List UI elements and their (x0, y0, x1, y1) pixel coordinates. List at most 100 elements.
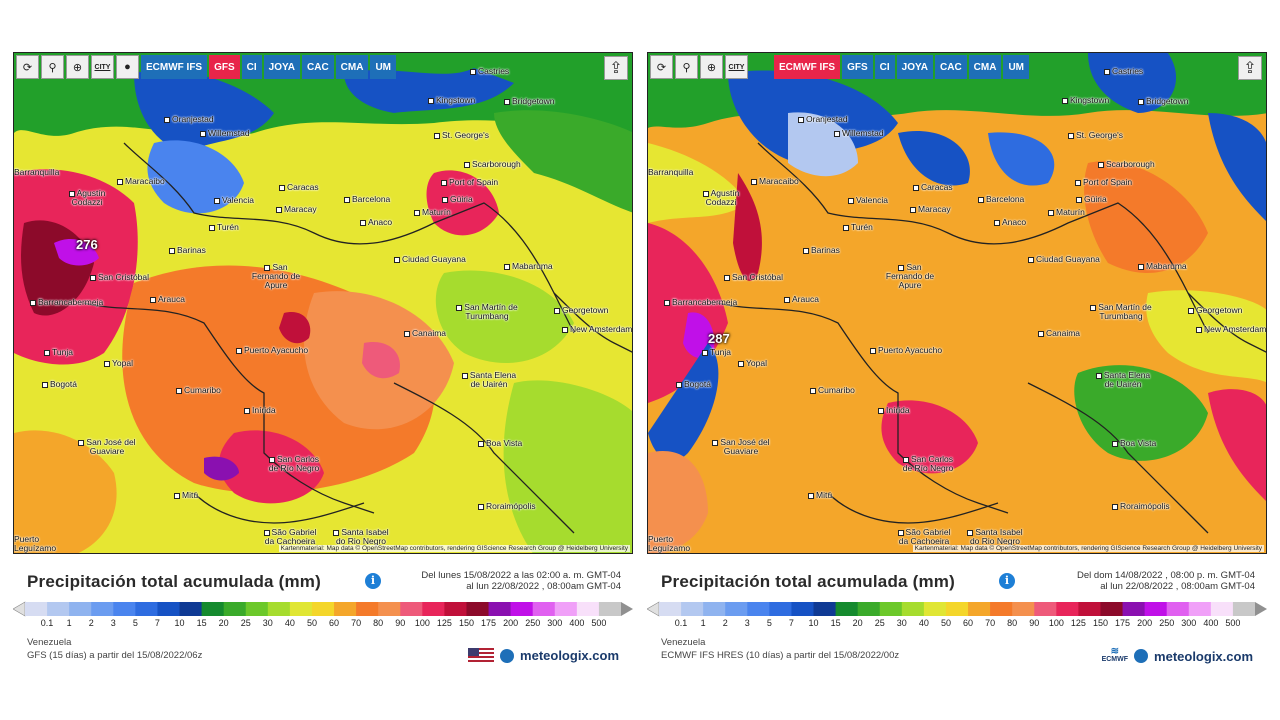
scale-tick-label: 400 (1203, 618, 1219, 628)
scale-swatch (510, 602, 534, 616)
city-label: Valencia (214, 196, 254, 205)
city-label: Güiria (442, 195, 473, 204)
city-label: Puerto Leguízamo (14, 534, 57, 553)
panel-footer: Venezuela ECMWF IFS HRES (10 días) a par… (661, 636, 1261, 666)
model-ci-button[interactable]: CI (241, 55, 262, 79)
scale-tick-label: 5 (766, 618, 772, 628)
scale-swatch (311, 602, 335, 616)
map-attribution: Kartenmaterial: Map data © OpenStreetMap… (912, 545, 1264, 552)
city-label: Barranquilla (648, 167, 694, 177)
precipitation-map-gfs[interactable]: ⟳ ⚲ ⊕ CITY ● ECMWF IFS GFS CI JOYA CAC C… (13, 52, 633, 554)
model-ecmwf-ifs-button[interactable]: ECMWF IFS (774, 55, 841, 79)
scale-tick-label: 250 (1159, 618, 1175, 628)
scale-swatch (945, 602, 969, 616)
color-scale-ticks: 0.1 1 2 3 5 7 10 15 20 25 30 40 50 60 70 80 90 100 125 150 1… (657, 618, 1257, 630)
ecmwf-logo: ≋ ECMWF (1102, 647, 1128, 664)
city-label: San Carlos de Río Negro (900, 455, 956, 473)
scale-arrow-left (647, 601, 660, 617)
city-label: Mabaruma (1138, 262, 1187, 271)
city-label: Kingstown (1062, 96, 1109, 105)
dot-icon[interactable]: ● (116, 55, 139, 79)
city-label: Yopal (104, 359, 133, 368)
color-scale: 0.1 1 2 3 5 7 10 15 20 25 30 40 50 60 70 80 90 100 125 150 1… (13, 600, 633, 630)
model-cac-button[interactable]: CAC (935, 55, 967, 79)
date-range: Del dom 14/08/2022 , 08:00 p. m. GMT-04 … (1077, 570, 1255, 592)
city-label: Maturín (1048, 208, 1085, 217)
scale-swatch (1144, 602, 1168, 616)
city-label: Inírida (244, 406, 276, 415)
scale-swatch (1210, 602, 1234, 616)
city-label: Arauca (150, 295, 185, 304)
scale-swatch (444, 602, 467, 616)
model-ci-button[interactable]: CI (874, 55, 895, 79)
model-um-button[interactable]: UM (370, 55, 397, 79)
location-pin-icon[interactable]: ⚲ (41, 55, 64, 79)
scale-swatch (1034, 602, 1057, 616)
scale-tick-label: 150 (458, 618, 474, 628)
footer-text: Venezuela GFS (15 días) a partir del 15/… (27, 636, 202, 662)
scale-swatch (857, 602, 881, 616)
city-label: Maturín (414, 208, 451, 217)
model-cma-button[interactable]: CMA (335, 55, 369, 79)
scale-swatch (703, 602, 726, 616)
scale-swatch (135, 602, 158, 616)
scale-tick-label: 500 (591, 618, 607, 628)
city-label: Barrancabermeja (664, 298, 737, 307)
city-label: Santa Elena de Uairén (458, 371, 520, 389)
model-gfs-button[interactable]: GFS (842, 55, 873, 79)
city-label: San Fernando de Apure (246, 263, 306, 290)
model-um-button[interactable]: UM (1003, 55, 1030, 79)
region-label: Venezuela (661, 637, 706, 648)
city-toggle-button[interactable]: CITY (725, 55, 748, 79)
scale-swatch (1232, 602, 1256, 616)
city-label: Santa Isabel do Rio Negro (964, 528, 1026, 546)
city-label: Maracaibo (117, 177, 165, 186)
zoom-icon[interactable]: ⊕ (700, 55, 723, 79)
model-gfs-button[interactable]: GFS (209, 55, 240, 79)
model-joya-button[interactable]: JOYA (896, 55, 933, 79)
scale-swatch (356, 602, 379, 616)
city-toggle-button[interactable]: CITY (91, 55, 114, 79)
scale-tick-label: 10 (808, 618, 819, 628)
scale-tick-label: 200 (503, 618, 519, 628)
scale-swatch (223, 602, 247, 616)
location-pin-icon[interactable]: ⚲ (675, 55, 698, 79)
city-label: Boa Vista (1112, 439, 1156, 448)
map-toolbar: ⟳ ⚲ ⊕ CITY ● ECMWF IFS GFS CI JOYA CAC C… (16, 55, 397, 79)
legend-header: Precipitación total acumulada (mm) i Del… (27, 570, 627, 596)
model-cac-button[interactable]: CAC (302, 55, 334, 79)
share-icon[interactable]: ⇪ (604, 56, 628, 80)
model-cma-button[interactable]: CMA (968, 55, 1002, 79)
precipitation-map-ecmwf[interactable]: ⟳ ⚲ ⊕ CITY ECMWF IFS GFS CI JOYA CAC CMA… (647, 52, 1267, 554)
scale-swatch (990, 602, 1013, 616)
model-run-label: GFS (15 días) a partir del 15/08/2022/06… (27, 650, 203, 661)
city-label: São Gabriel da Cachoeira (894, 528, 954, 546)
share-icon[interactable]: ⇪ (1238, 56, 1262, 80)
panel-footer: Venezuela GFS (15 días) a partir del 15/… (27, 636, 627, 666)
scale-swatch (681, 602, 704, 616)
scale-tick-label: 15 (830, 618, 841, 628)
model-ecmwf-ifs-button[interactable]: ECMWF IFS (141, 55, 208, 79)
refresh-icon[interactable]: ⟳ (16, 55, 39, 79)
city-label: Bridgetown (1138, 97, 1189, 106)
city-label: Port of Spain (1075, 178, 1132, 187)
info-icon[interactable]: i (365, 573, 381, 589)
scale-tick-label: 5 (132, 618, 138, 628)
scale-swatch (1122, 602, 1146, 616)
scale-tick-label: 25 (240, 618, 251, 628)
scale-tick-label: 90 (395, 618, 406, 628)
info-icon[interactable]: i (999, 573, 1015, 589)
scale-tick-label: 125 (1070, 618, 1086, 628)
model-joya-button[interactable]: JOYA (263, 55, 300, 79)
date-range-start: Del lunes 15/08/2022 a las 02:00 a. m. G… (421, 570, 621, 581)
brand[interactable]: meteologix.com (468, 648, 619, 663)
refresh-icon[interactable]: ⟳ (650, 55, 673, 79)
city-label: Güiria (1076, 195, 1107, 204)
city-label: Willemstad (200, 129, 250, 138)
scale-swatch (378, 602, 401, 616)
zoom-icon[interactable]: ⊕ (66, 55, 89, 79)
brand[interactable]: ≋ ECMWF meteologix.com (1102, 647, 1253, 664)
left-forecast-panel: ⟳ ⚲ ⊕ CITY ● ECMWF IFS GFS CI JOYA CAC C… (13, 52, 633, 672)
scale-tick-label: 70 (985, 618, 996, 628)
scale-swatch (113, 602, 136, 616)
